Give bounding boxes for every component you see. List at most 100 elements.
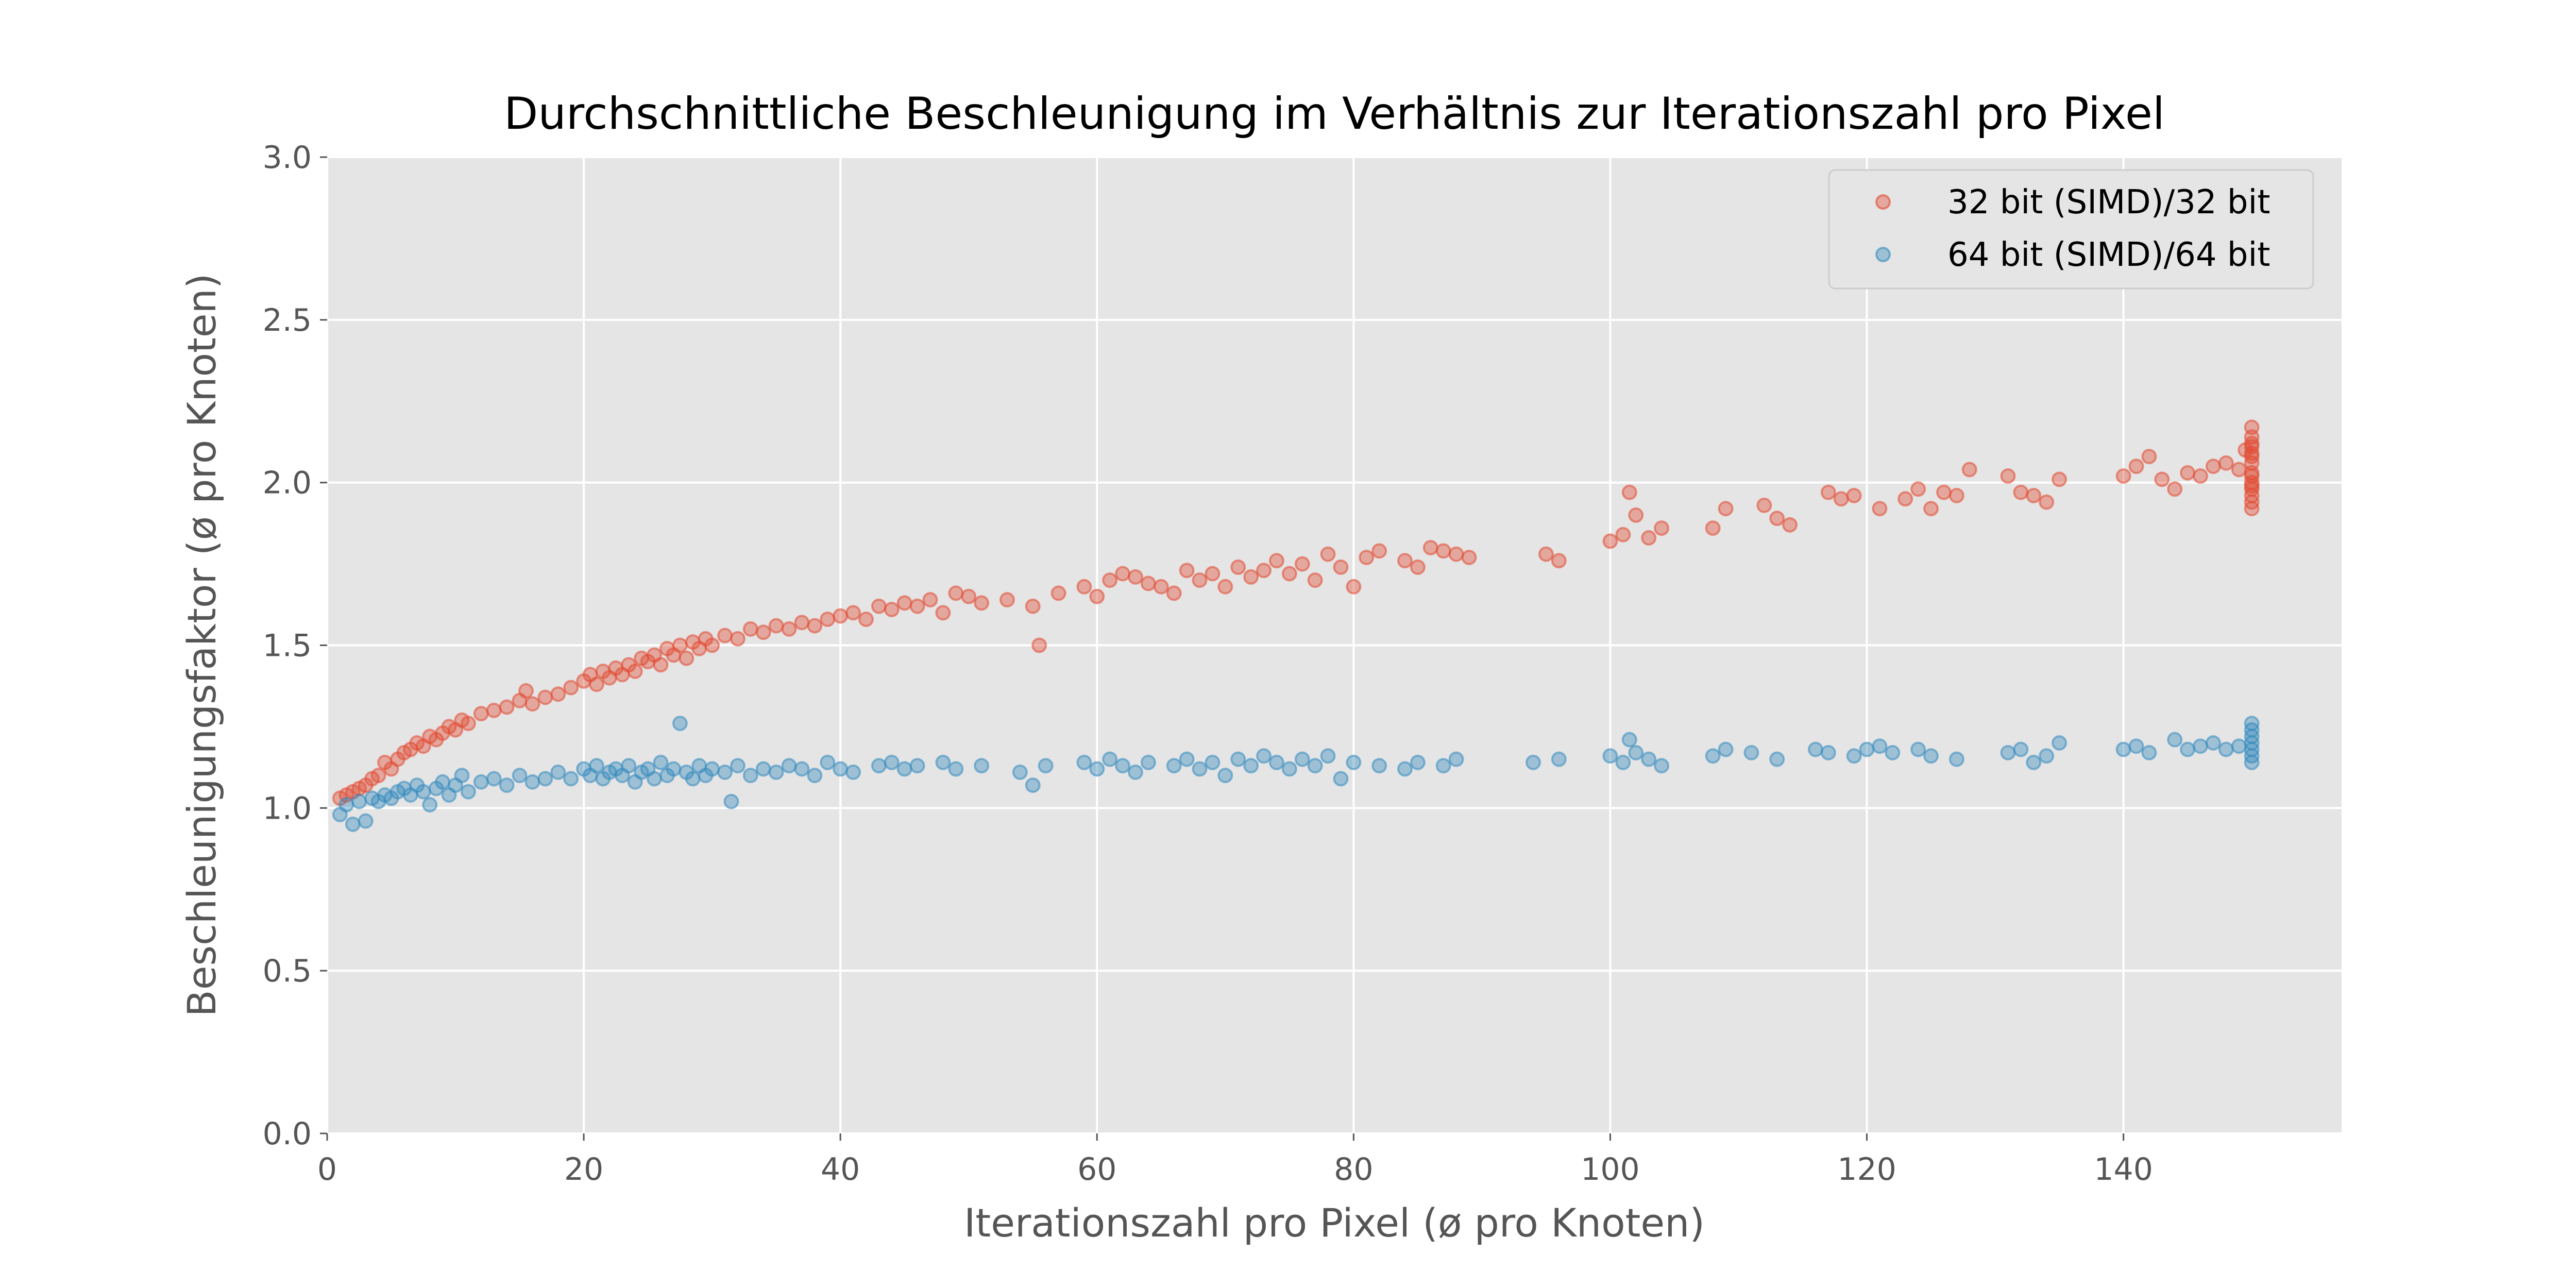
data-point: [2115, 468, 2131, 484]
data-point: [1820, 744, 1836, 760]
legend-label-64bit: 64 bit (SIMD)/64 bit: [1947, 236, 2270, 274]
y-tick-label: 1.5: [263, 628, 312, 664]
data-point: [1654, 758, 1670, 774]
data-point: [909, 758, 925, 774]
data-point: [768, 618, 784, 634]
data-point: [717, 628, 733, 643]
data-point: [486, 702, 502, 718]
data-point: [1833, 491, 1849, 507]
data-point: [1346, 754, 1362, 770]
data-point: [768, 764, 784, 780]
data-point: [1897, 491, 1913, 507]
data-point: [896, 595, 912, 611]
data-point: [2154, 471, 2170, 487]
data-point: [781, 621, 797, 637]
data-point: [1435, 758, 1451, 774]
legend-marker-64bit: [1875, 247, 1891, 262]
x-tick-label: 60: [1077, 1151, 1116, 1188]
legend-marker-32bit: [1875, 194, 1891, 210]
data-point: [2218, 455, 2234, 471]
data-point: [723, 793, 739, 809]
data-point: [704, 637, 720, 653]
data-point: [1859, 741, 1875, 757]
data-point: [755, 761, 771, 777]
data-point: [666, 761, 682, 777]
data-point: [1756, 497, 1772, 513]
x-tick-label: 0: [317, 1151, 337, 1188]
data-point: [1718, 501, 1734, 517]
data-point: [2218, 741, 2234, 757]
data-point: [833, 608, 849, 624]
x-axis-label: Iterationszahl pro Pixel (ø pro Knoten): [964, 1200, 1705, 1246]
data-point: [1281, 761, 1297, 777]
data-point: [512, 768, 528, 784]
data-point: [1872, 501, 1888, 517]
data-point: [2000, 468, 2016, 484]
data-point: [1551, 553, 1567, 569]
data-point: [2231, 462, 2247, 478]
x-tick-label: 100: [1581, 1151, 1640, 1188]
legend: 32 bit (SIMD)/32 bit 64 bit (SIMD)/64 bi…: [1828, 169, 2314, 290]
data-point: [2167, 732, 2183, 748]
data-point: [1320, 748, 1336, 764]
data-points: [332, 419, 2260, 832]
data-point: [1205, 566, 1221, 582]
data-point: [454, 768, 470, 784]
data-point: [1230, 751, 1246, 767]
data-point: [1192, 761, 1208, 777]
data-point: [730, 758, 745, 774]
data-point: [1140, 575, 1156, 591]
x-tick-label: 140: [2094, 1151, 2153, 1188]
data-point: [524, 696, 540, 712]
data-point: [974, 595, 990, 611]
data-point: [961, 588, 977, 604]
data-point: [358, 813, 374, 829]
data-point: [1115, 566, 1131, 582]
data-point: [1192, 572, 1208, 588]
data-point: [1115, 758, 1131, 774]
y-tick-label: 3.0: [263, 140, 312, 176]
data-point: [1410, 559, 1426, 575]
data-point: [2205, 735, 2221, 751]
data-point: [1205, 754, 1221, 770]
data-point: [1256, 748, 1272, 764]
legend-label-32bit: 32 bit (SIMD)/32 bit: [1947, 183, 2270, 222]
data-point: [1885, 744, 1901, 760]
data-point: [999, 592, 1015, 608]
data-point: [1127, 764, 1143, 780]
data-point: [1641, 530, 1657, 546]
y-tick-label: 2.5: [263, 302, 312, 338]
x-tick-label: 20: [564, 1151, 603, 1188]
data-point: [794, 761, 810, 777]
data-point: [1615, 527, 1631, 543]
data-point: [1923, 748, 1939, 764]
data-point: [537, 771, 553, 787]
data-point: [884, 602, 900, 618]
data-point: [1807, 741, 1823, 757]
data-point: [653, 754, 669, 770]
data-point: [1102, 572, 1118, 588]
data-point: [1031, 637, 1047, 653]
data-point: [1910, 741, 1926, 757]
data-point: [935, 605, 951, 621]
data-point: [2128, 459, 2144, 474]
data-point: [948, 585, 964, 601]
data-point: [2167, 481, 2183, 497]
series-0: [332, 419, 2260, 806]
data-point: [1820, 484, 1836, 500]
data-point: [473, 774, 489, 790]
data-point: [2231, 738, 2247, 754]
data-point: [1076, 579, 1092, 595]
data-point: [1621, 484, 1637, 500]
data-point: [871, 758, 887, 774]
data-point: [1179, 751, 1195, 767]
data-point: [2205, 459, 2221, 474]
data-point: [2013, 484, 2029, 500]
data-point: [871, 598, 887, 614]
data-point: [922, 592, 938, 608]
y-tick-label: 1.0: [263, 790, 312, 826]
data-point: [1307, 572, 1323, 588]
data-point: [1256, 563, 1272, 579]
data-point: [794, 615, 810, 631]
